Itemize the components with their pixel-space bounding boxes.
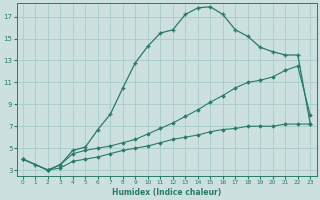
X-axis label: Humidex (Indice chaleur): Humidex (Indice chaleur) xyxy=(112,188,221,197)
